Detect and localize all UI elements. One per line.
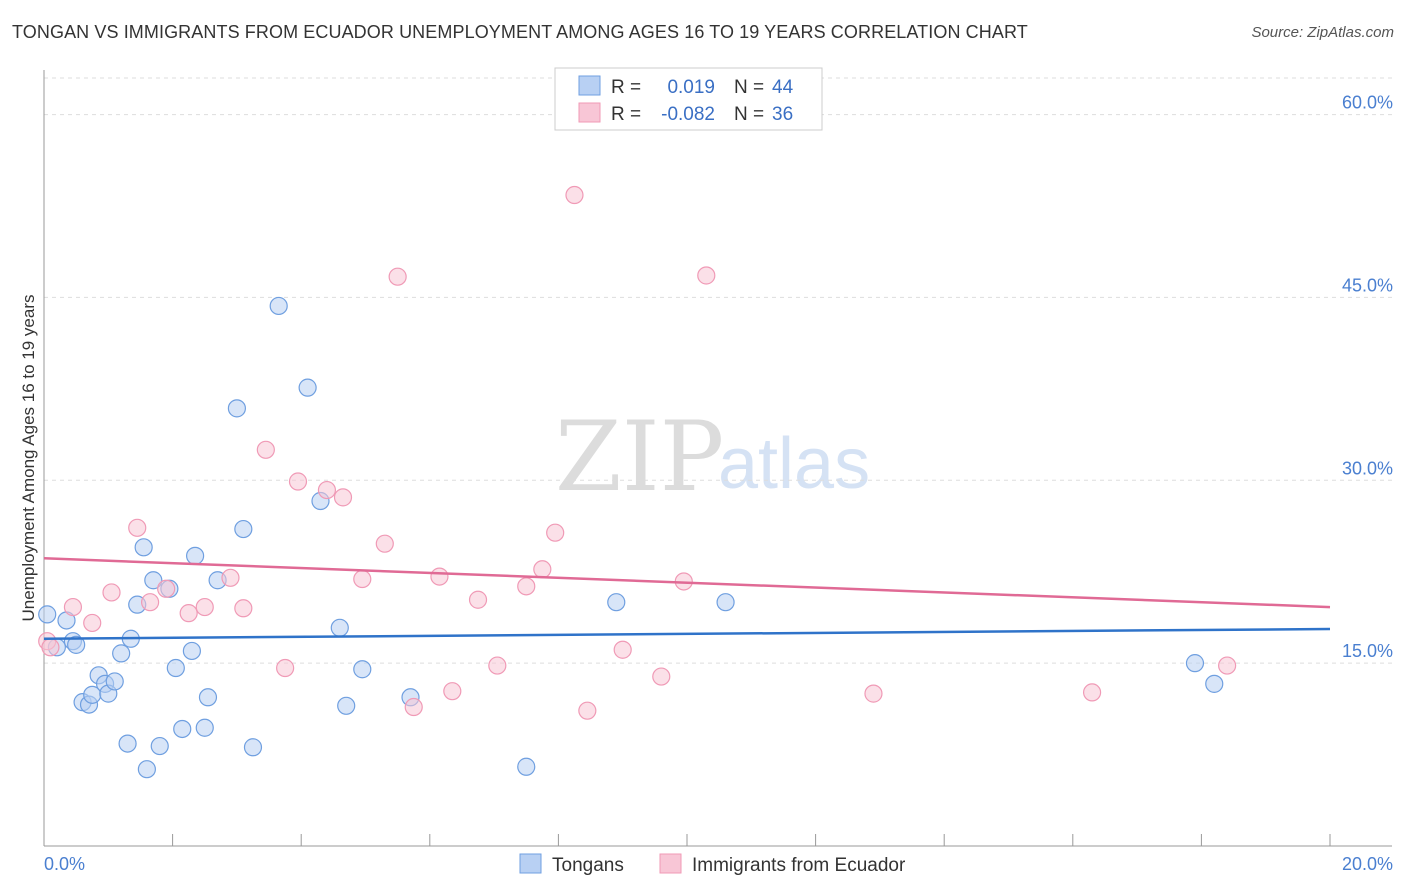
- trend-line-ecuador: [43, 557, 1331, 609]
- point-ecuador-16: [333, 488, 353, 507]
- legend-n-value-1: 44: [772, 77, 794, 98]
- source-label: Source: ZipAtlas.com: [1251, 24, 1394, 41]
- point-tongans-12: [112, 644, 131, 663]
- point-ecuador-18: [375, 534, 394, 553]
- y-tick-label-30: 30.0%: [1342, 458, 1393, 478]
- point-tongans-18: [144, 571, 163, 590]
- point-tongans-31: [269, 296, 288, 316]
- point-tongans-24: [186, 546, 205, 565]
- point-tongans-4: [67, 635, 86, 654]
- legend-swatch-ecuador: [578, 102, 601, 123]
- legend-n-value-2: 36: [772, 104, 793, 125]
- point-ecuador-5: [128, 518, 147, 537]
- point-tongans-39: [607, 593, 626, 612]
- point-ecuador-15: [317, 480, 337, 500]
- trend-line-tongans: [43, 627, 1331, 641]
- point-ecuador-4: [102, 583, 121, 602]
- point-ecuador-12: [256, 440, 275, 459]
- point-tongans-29: [234, 519, 253, 539]
- point-tongans-19: [150, 736, 169, 756]
- point-tongans-23: [182, 641, 201, 661]
- bottom-legend-ecuador: Immigrants from Ecuador: [692, 855, 906, 876]
- x-tick-label-min: 0.0%: [44, 854, 85, 874]
- y-tick-label-45: 45.0%: [1342, 275, 1393, 295]
- point-ecuador-24: [488, 656, 507, 675]
- point-ecuador-19: [388, 267, 407, 286]
- point-ecuador-20: [404, 697, 423, 717]
- point-tongans-28: [227, 399, 246, 418]
- point-ecuador-31: [652, 667, 671, 686]
- point-tongans-17: [137, 760, 156, 779]
- point-tongans-35: [337, 696, 356, 715]
- point-ecuador-13: [276, 658, 295, 678]
- legend-r-label-2: R =: [611, 104, 641, 125]
- legend-n-label-1: N =: [734, 77, 764, 98]
- grid-lines: [44, 77, 1392, 664]
- bottom-legend-tongans: Tongans: [552, 855, 624, 876]
- point-ecuador-28: [565, 185, 584, 205]
- point-ecuador-17: [353, 569, 372, 589]
- chart-title: TONGAN VS IMMIGRANTS FROM ECUADOR UNEMPL…: [12, 22, 1028, 42]
- point-tongans-41: [1185, 654, 1205, 673]
- point-tongans-22: [173, 719, 192, 739]
- bottom-legend-swatch-tongans: [519, 853, 542, 874]
- legend-n-label-2: N =: [734, 104, 764, 125]
- point-ecuador-25: [517, 577, 536, 596]
- point-ecuador-26: [533, 560, 552, 579]
- stats-legend: R = 0.019 N = 44 R = -0.082 N = 36: [554, 67, 823, 131]
- point-ecuador-1: [41, 638, 60, 657]
- point-ecuador-8: [179, 604, 198, 623]
- point-tongans-26: [198, 688, 218, 707]
- point-ecuador-36: [1218, 656, 1237, 675]
- point-ecuador-29: [578, 701, 597, 720]
- legend-swatch-tongans: [578, 75, 601, 96]
- point-ecuador-10: [221, 568, 240, 587]
- point-ecuador-21: [430, 567, 449, 586]
- y-tick-labels: 15.0% 30.0% 45.0% 60.0%: [1342, 93, 1393, 662]
- legend-r-value-1: 0.019: [667, 77, 715, 98]
- watermark-atlas: atlas: [718, 424, 870, 504]
- point-ecuador-33: [697, 266, 716, 285]
- point-ecuador-14: [288, 472, 308, 491]
- legend-r-value-2: -0.082: [661, 104, 715, 125]
- point-tongans-32: [298, 378, 317, 397]
- point-tongans-30: [243, 738, 263, 757]
- point-tongans-36: [353, 660, 372, 679]
- y-tick-label-15: 15.0%: [1342, 641, 1393, 661]
- point-ecuador-2: [63, 597, 83, 617]
- point-ecuador-6: [140, 593, 160, 612]
- watermark-zip: ZIP: [555, 401, 724, 513]
- point-tongans-0: [38, 605, 57, 624]
- point-tongans-42: [1205, 674, 1224, 693]
- point-ecuador-9: [195, 597, 214, 617]
- data-points: [38, 185, 1237, 779]
- point-ecuador-27: [546, 523, 565, 542]
- point-tongans-38: [517, 757, 536, 776]
- point-tongans-34: [330, 618, 349, 637]
- point-ecuador-34: [864, 684, 883, 703]
- point-ecuador-35: [1082, 683, 1102, 702]
- point-tongans-11: [105, 672, 124, 691]
- point-tongans-40: [716, 593, 735, 612]
- y-axis-label: Unemployment Among Ages 16 to 19 years: [19, 295, 38, 622]
- point-ecuador-23: [468, 590, 488, 609]
- point-ecuador-22: [443, 682, 462, 701]
- trend-lines: [43, 557, 1331, 641]
- bottom-legend-swatch-ecuador: [659, 853, 682, 874]
- y-tick-label-60: 60.0%: [1342, 93, 1393, 113]
- point-ecuador-30: [613, 640, 632, 659]
- legend-r-label-1: R =: [611, 77, 641, 98]
- point-tongans-16: [134, 538, 153, 557]
- point-tongans-25: [195, 718, 214, 737]
- point-ecuador-7: [157, 579, 176, 598]
- point-ecuador-3: [83, 613, 102, 633]
- point-tongans-13: [118, 734, 137, 753]
- x-axis-ticks: [43, 834, 1331, 846]
- series-legend: Tongans Immigrants from Ecuador: [519, 853, 906, 876]
- x-tick-label-max: 20.0%: [1342, 854, 1393, 874]
- point-ecuador-11: [234, 599, 253, 618]
- point-tongans-21: [166, 658, 185, 678]
